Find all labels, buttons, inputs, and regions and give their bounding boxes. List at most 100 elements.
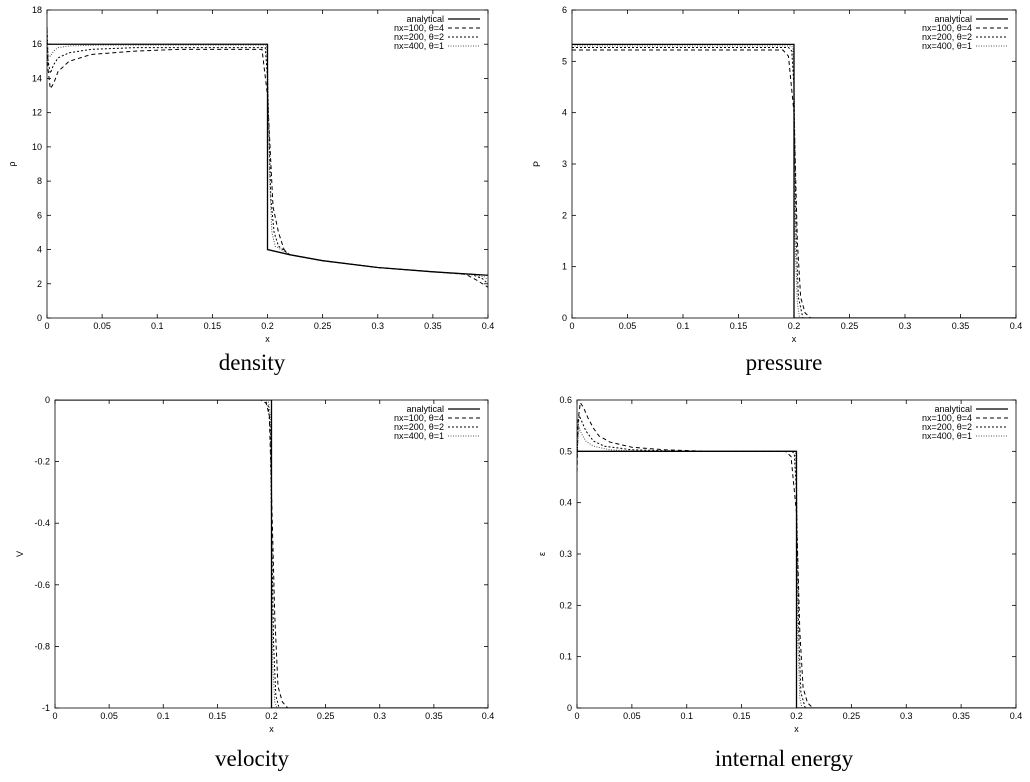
legend-label: nx=200, θ=2 <box>922 422 972 432</box>
chart-panel-density: 0 0.05 0.1 0.15 0.2 0.25 0.3 0.35 0.4 0 2 4 6 8 10 12 14… <box>7 5 494 375</box>
legend-label: nx=200, θ=2 <box>394 422 444 432</box>
panel-caption: internal energy <box>715 746 854 771</box>
panel-caption: velocity <box>215 746 290 771</box>
y-tick-label: 0.3 <box>559 549 572 559</box>
legend-label: analytical <box>406 14 444 24</box>
y-tick-label: 4 <box>37 245 42 255</box>
x-tick-label: 0.3 <box>899 321 912 331</box>
y-tick-label: -0.2 <box>34 457 50 467</box>
legend-label: nx=200, θ=2 <box>922 32 972 42</box>
legend-label: nx=100, θ=4 <box>394 413 444 423</box>
legend-label: nx=400, θ=1 <box>922 431 972 441</box>
x-axis-label: x <box>792 334 797 344</box>
x-axis-label: x <box>265 334 270 344</box>
y-tick-label: 12 <box>32 108 42 118</box>
y-tick-label: 10 <box>32 142 42 152</box>
series-line-2 <box>572 46 1016 318</box>
series-line-0 <box>572 43 1016 318</box>
x-tick-label: 0.15 <box>204 321 222 331</box>
x-tick-label: 0.35 <box>952 321 970 331</box>
y-tick-label: 0.6 <box>559 395 572 405</box>
y-tick-label: 1 <box>562 262 567 272</box>
series-line-2 <box>55 400 488 708</box>
x-tick-label: 0 <box>44 321 49 331</box>
panel-caption: pressure <box>746 350 823 375</box>
legend-label: nx=400, θ=1 <box>922 41 972 51</box>
x-tick-label: 0.1 <box>680 711 693 721</box>
chart-panel-internal-energy: 0 0.05 0.1 0.15 0.2 0.25 0.3 0.35 0.4 0 0.1 0.2 0.3 0… <box>537 395 1022 771</box>
legend-label: nx=400, θ=1 <box>394 41 444 51</box>
y-tick-label: -1 <box>42 703 50 713</box>
x-tick-label: 0.4 <box>1010 321 1023 331</box>
x-tick-label: 0.1 <box>157 711 170 721</box>
x-tick-label: 0.15 <box>209 711 227 721</box>
x-tick-label: 0.2 <box>788 321 801 331</box>
y-tick-label: 0.5 <box>559 446 572 456</box>
x-tick-label: 0.15 <box>730 321 748 331</box>
y-tick-label: 0.4 <box>559 498 572 508</box>
x-tick-label: 0.4 <box>482 321 495 331</box>
y-tick-label: 0 <box>562 313 567 323</box>
x-tick-label: 0.2 <box>265 711 278 721</box>
x-tick-label: 0.3 <box>900 711 913 721</box>
y-tick-label: 0.2 <box>559 600 572 610</box>
y-tick-label: 14 <box>32 73 42 83</box>
legend-label: nx=400, θ=1 <box>394 431 444 441</box>
y-tick-label: 0.1 <box>559 652 572 662</box>
x-tick-label: 0.2 <box>790 711 803 721</box>
x-tick-label: 0.25 <box>317 711 335 721</box>
x-tick-label: 0.4 <box>1010 711 1023 721</box>
x-tick-label: 0.3 <box>373 711 386 721</box>
x-tick-label: 0.05 <box>100 711 118 721</box>
panel-caption: density <box>219 350 286 375</box>
x-tick-label: 0 <box>569 321 574 331</box>
series-line-3 <box>572 45 1016 318</box>
y-axis-label: P <box>532 161 542 167</box>
y-tick-label: 6 <box>37 210 42 220</box>
x-tick-label: 0.35 <box>425 711 443 721</box>
x-tick-label: 0.4 <box>482 711 495 721</box>
x-tick-label: 0.2 <box>261 321 274 331</box>
series-line-1 <box>572 49 1016 318</box>
x-tick-label: 0.3 <box>371 321 384 331</box>
legend-label: analytical <box>934 404 972 414</box>
x-tick-label: 0.25 <box>843 711 861 721</box>
y-tick-label: 0 <box>567 703 572 713</box>
x-tick-label: 0.05 <box>93 321 111 331</box>
series-line-0 <box>55 400 488 708</box>
x-axis-label: x <box>794 724 799 734</box>
legend-label: nx=200, θ=2 <box>394 32 444 42</box>
y-tick-label: 2 <box>37 279 42 289</box>
y-tick-label: -0.6 <box>34 580 50 590</box>
legend-label: nx=100, θ=4 <box>922 23 972 33</box>
y-tick-label: 8 <box>37 176 42 186</box>
x-tick-label: 0.05 <box>623 711 641 721</box>
x-tick-label: 0.25 <box>841 321 859 331</box>
x-tick-label: 0.35 <box>424 321 442 331</box>
x-tick-label: 0.15 <box>733 711 751 721</box>
series-line-0 <box>577 450 1016 708</box>
x-tick-label: 0.1 <box>151 321 164 331</box>
x-tick-label: 0.25 <box>314 321 332 331</box>
y-tick-label: 5 <box>562 56 567 66</box>
x-tick-label: 0.1 <box>677 321 690 331</box>
legend-label: analytical <box>406 404 444 414</box>
x-tick-label: 0.05 <box>619 321 637 331</box>
y-tick-label: 4 <box>562 108 567 118</box>
y-tick-label: -0.8 <box>34 641 50 651</box>
y-tick-label: 16 <box>32 39 42 49</box>
y-tick-label: 0 <box>37 313 42 323</box>
y-axis-label: ρ <box>7 161 17 166</box>
chart-panel-pressure: 0 0.05 0.1 0.15 0.2 0.25 0.3 0.35 0.4 0 1 2 3 4 5 6 x Pan… <box>532 5 1022 375</box>
y-tick-label: 6 <box>562 5 567 15</box>
chart-panel-velocity: 0 0.05 0.1 0.15 0.2 0.25 0.3 0.35 0.4 -1 -0.8 -0.6 -… <box>15 395 494 771</box>
y-axis-label: V <box>15 551 25 557</box>
x-tick-label: 0.35 <box>952 711 970 721</box>
y-tick-label: 0 <box>45 395 50 405</box>
legend-label: nx=100, θ=4 <box>394 23 444 33</box>
series-line-0 <box>47 43 488 276</box>
y-tick-label: 18 <box>32 5 42 15</box>
x-tick-label: 0 <box>574 711 579 721</box>
legend-label: nx=100, θ=4 <box>922 413 972 423</box>
